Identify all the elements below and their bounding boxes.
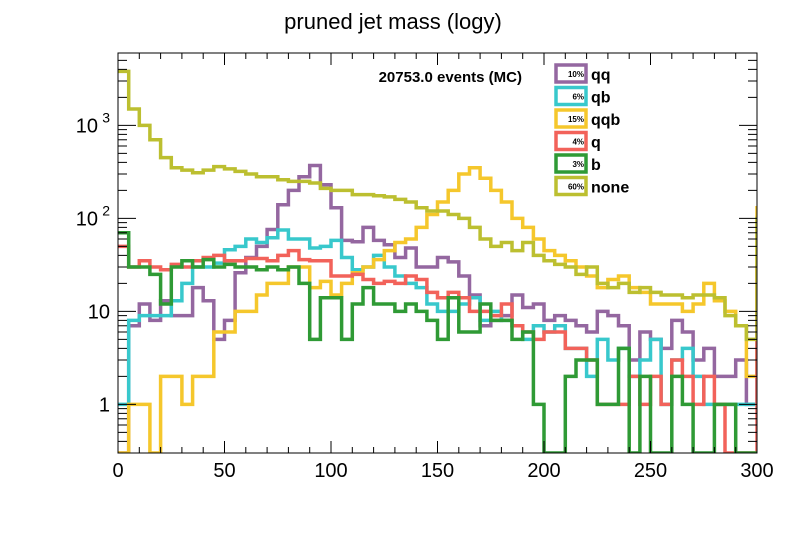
legend-label-qqb: qqb: [591, 112, 621, 129]
legend-fraction: 10%: [568, 70, 584, 79]
legend: 10% qq 6% qb 15% qqb 4% q 3% b 60% none: [554, 63, 629, 197]
x-tick-label: 150: [421, 460, 454, 482]
events-annotation: 20753.0 events (MC): [379, 69, 522, 86]
legend-label-qq: qq: [591, 67, 611, 84]
y-tick-label: 10: [88, 301, 110, 323]
series-b-line: [118, 231, 757, 453]
series-qb-line: [118, 228, 757, 407]
legend-fraction: 15%: [568, 115, 584, 124]
legend-swatch-none: [554, 175, 588, 197]
legend-fraction: 60%: [568, 183, 584, 192]
legend-swatch-qqb: [554, 108, 588, 129]
series-none-line: [118, 69, 757, 342]
legend-swatch-b: [554, 153, 588, 174]
series-qqb-line: [118, 166, 757, 453]
legend-swatch-qb: [554, 85, 588, 107]
y-tick-label: 10: [76, 208, 98, 230]
legend-fraction: 3%: [572, 160, 584, 169]
y-tick-label: 10: [76, 115, 98, 137]
y-tick-label-exponent: 2: [102, 202, 110, 218]
x-tick-label: 300: [740, 460, 773, 482]
x-tick-label: 100: [314, 460, 347, 482]
x-tick-label: 200: [527, 460, 560, 482]
legend-label-q: q: [591, 135, 601, 152]
legend-swatch-q: [554, 130, 588, 152]
x-tick-label: 0: [112, 460, 123, 482]
y-tick-label-exponent: 3: [102, 109, 110, 125]
series-layer: [118, 69, 757, 453]
chart-title: pruned jet mass (logy): [284, 9, 502, 34]
legend-label-none: none: [591, 180, 629, 197]
legend-label-b: b: [591, 157, 601, 174]
legend-fraction: 4%: [572, 138, 584, 147]
y-tick-label: 1: [99, 394, 110, 416]
legend-swatch-qq: [554, 63, 588, 84]
legend-label-qb: qb: [591, 90, 611, 107]
series-q-line: [118, 244, 757, 453]
x-tick-label: 50: [213, 460, 235, 482]
legend-fraction: 6%: [572, 93, 584, 102]
x-tick-label: 250: [634, 460, 667, 482]
